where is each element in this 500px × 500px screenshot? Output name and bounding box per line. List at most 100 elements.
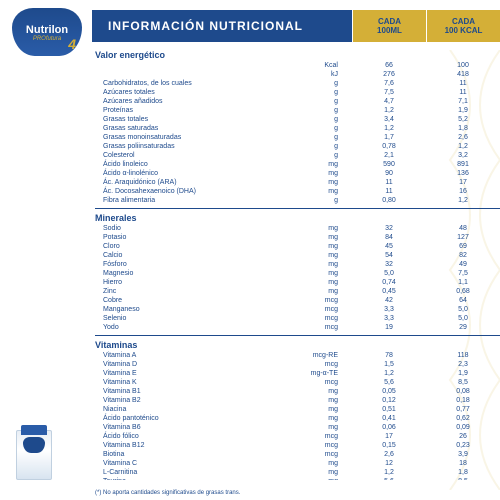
value-per-100kcal: 8,5 (426, 378, 500, 387)
value-per-100kcal: 2,3 (426, 360, 500, 369)
nutrient-name: Grasas saturadas (103, 124, 300, 133)
table-row: Vitamina Amcg-RE78118 (95, 351, 500, 360)
value-per-100kcal: 1,1 (426, 278, 500, 287)
nutrient-name: L-Carnitina (103, 468, 300, 477)
nutrient-unit: g (300, 115, 352, 124)
nutrient-unit: g (300, 124, 352, 133)
value-per-100kcal: 0,23 (426, 441, 500, 450)
value-per-100kcal: 26 (426, 432, 500, 441)
section: MineralesSodiomg3248Potasiomg84127Clorom… (95, 211, 500, 332)
value-per-100ml: 84 (352, 233, 426, 242)
table-row: Ácido fólicomcg1726 (95, 432, 500, 441)
brand-subtitle: PROfutura (33, 36, 61, 42)
table-row: Zincmg0,450,68 (95, 287, 500, 296)
nutrient-unit: mg (300, 405, 352, 414)
nutrient-unit: mg (300, 251, 352, 260)
nutrient-name: Vitamina B6 (103, 423, 300, 432)
nutrient-unit: mcg (300, 360, 352, 369)
value-per-100ml: 3,3 (352, 305, 426, 314)
value-per-100ml: 276 (352, 70, 426, 79)
table-row: Taurinamg5,68,5 (95, 477, 500, 480)
nutrient-name: Ácido linoleico (103, 160, 300, 169)
value-per-100kcal: 118 (426, 351, 500, 360)
nutrient-name (103, 70, 300, 79)
section-title: Valor energético (95, 48, 500, 61)
footnote: (*) No aporta cantidades significativas … (95, 490, 240, 496)
table-row: Vitamina Dmcg1,52,3 (95, 360, 500, 369)
value-per-100kcal: 17 (426, 178, 500, 187)
brand-number: 4 (68, 36, 76, 52)
table-row: Carbohidratos, de los cualesg7,611 (95, 79, 500, 88)
table-row: Ácido linoleicomg590891 (95, 160, 500, 169)
nutrient-unit: mcg (300, 314, 352, 323)
nutrient-unit: mcg (300, 432, 352, 441)
section-title: Vitaminas (95, 338, 500, 351)
nutrient-name: Proteínas (103, 106, 300, 115)
table-row: Vitamina Cmg1218 (95, 459, 500, 468)
value-per-100kcal: 418 (426, 70, 500, 79)
nutrient-unit: mg (300, 178, 352, 187)
value-per-100ml: 7,6 (352, 79, 426, 88)
table-row: Azúcares añadidosg4,77,1 (95, 97, 500, 106)
value-per-100ml: 5,6 (352, 477, 426, 480)
nutrient-unit: mg (300, 459, 352, 468)
value-per-100ml: 1,2 (352, 124, 426, 133)
nutrient-unit: mg (300, 423, 352, 432)
nutrient-unit: g (300, 97, 352, 106)
nutrient-name: Ác. Docosahexaenoico (DHA) (103, 187, 300, 196)
nutrient-name: Grasas totales (103, 115, 300, 124)
value-per-100ml: 32 (352, 260, 426, 269)
nutrient-unit: mcg (300, 450, 352, 459)
nutrient-name: Vitamina B12 (103, 441, 300, 450)
value-per-100ml: 590 (352, 160, 426, 169)
value-per-100ml: 17 (352, 432, 426, 441)
table-row: Niacinamg0,510,77 (95, 405, 500, 414)
value-per-100ml: 0,51 (352, 405, 426, 414)
nutrient-name: Vitamina C (103, 459, 300, 468)
nutrient-unit: mg (300, 287, 352, 296)
value-per-100kcal: 0,09 (426, 423, 500, 432)
value-per-100ml: 1,2 (352, 369, 426, 378)
nutrient-unit: mcg-RE (300, 351, 352, 360)
table-row: Grasas totalesg3,45,2 (95, 115, 500, 124)
nutrient-name: Taurina (103, 477, 300, 480)
value-per-100kcal: 0,18 (426, 396, 500, 405)
nutrient-unit: mg (300, 477, 352, 480)
nutrient-name: Grasas poliinsaturadas (103, 142, 300, 151)
nutrient-unit: mg-α-TE (300, 369, 352, 378)
value-per-100ml: 4,7 (352, 97, 426, 106)
value-per-100ml: 54 (352, 251, 426, 260)
value-per-100kcal: 1,9 (426, 106, 500, 115)
value-per-100ml: 1,2 (352, 468, 426, 477)
value-per-100ml: 0,05 (352, 387, 426, 396)
value-per-100kcal: 0,68 (426, 287, 500, 296)
value-per-100ml: 3,3 (352, 314, 426, 323)
column-header-1: CADA 100ML (352, 10, 426, 42)
nutrient-name (103, 61, 300, 70)
value-per-100kcal: 5,0 (426, 314, 500, 323)
table-row: Vitamina B12mcg0,150,23 (95, 441, 500, 450)
value-per-100kcal: 69 (426, 242, 500, 251)
nutrient-name: Niacina (103, 405, 300, 414)
nutrient-unit: g (300, 196, 352, 205)
section-title: Minerales (95, 211, 500, 224)
nutrient-name: Ácido fólico (103, 432, 300, 441)
table-row: Hierromg0,741,1 (95, 278, 500, 287)
nutrient-name: Cloro (103, 242, 300, 251)
value-per-100kcal: 11 (426, 88, 500, 97)
value-per-100ml: 0,15 (352, 441, 426, 450)
table-row: Vitamina Kmcg5,68,5 (95, 378, 500, 387)
value-per-100kcal: 64 (426, 296, 500, 305)
value-per-100kcal: 2,6 (426, 133, 500, 142)
nutrient-unit: mg (300, 242, 352, 251)
table-row: Proteínasg1,21,9 (95, 106, 500, 115)
value-per-100kcal: 1,2 (426, 196, 500, 205)
table-row: Vitamina B2mg0,120,18 (95, 396, 500, 405)
value-per-100ml: 12 (352, 459, 426, 468)
table-row: Vitamina B1mg0,050,08 (95, 387, 500, 396)
nutrient-name: Magnesio (103, 269, 300, 278)
table-row: Colesterolg2,13,2 (95, 151, 500, 160)
table-row: Fósforomg3249 (95, 260, 500, 269)
value-per-100ml: 66 (352, 61, 426, 70)
value-per-100ml: 0,41 (352, 414, 426, 423)
